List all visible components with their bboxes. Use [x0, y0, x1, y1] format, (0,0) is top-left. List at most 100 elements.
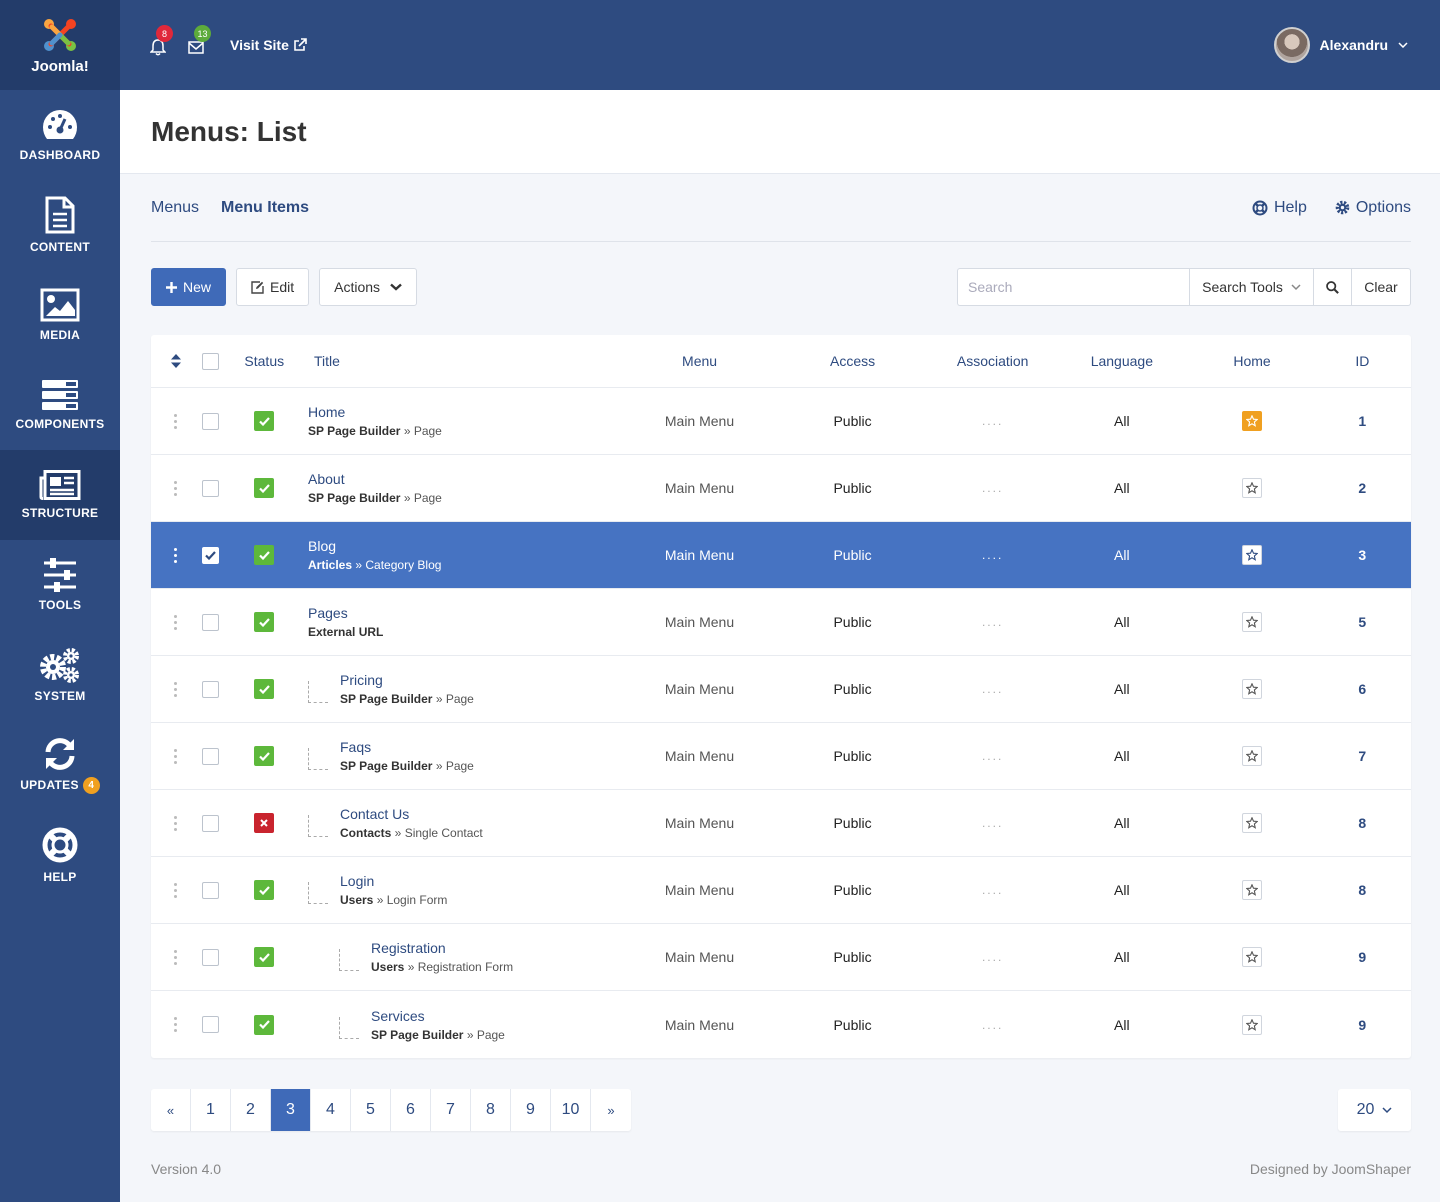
- status-toggle[interactable]: [254, 947, 275, 967]
- pagination-page[interactable]: 10: [551, 1089, 591, 1131]
- column-header-menu[interactable]: Menu: [682, 353, 718, 369]
- status-toggle[interactable]: [254, 679, 275, 699]
- row-checkbox[interactable]: [202, 412, 220, 430]
- home-toggle[interactable]: [1242, 880, 1262, 900]
- item-title-link[interactable]: Pages: [308, 605, 348, 621]
- sidebar-item-tools[interactable]: TOOLS: [0, 540, 120, 630]
- pagination-prev[interactable]: «: [151, 1089, 191, 1131]
- visit-site-link[interactable]: Visit Site: [230, 37, 307, 53]
- ordering-sort-button[interactable]: [151, 354, 201, 368]
- tab-menus[interactable]: Menus: [151, 198, 200, 216]
- home-toggle[interactable]: [1242, 612, 1262, 632]
- edit-button[interactable]: Edit: [236, 268, 310, 306]
- messages-button[interactable]: 13: [188, 25, 211, 55]
- row-checkbox[interactable]: [202, 881, 220, 899]
- table-row[interactable]: Home SP Page Builder » Page Main Menu Publi…: [151, 388, 1411, 455]
- status-toggle[interactable]: [254, 880, 275, 900]
- home-toggle[interactable]: [1242, 746, 1262, 766]
- table-row[interactable]: Blog Articles » Category Blog Main Menu Pub…: [151, 522, 1411, 589]
- row-checkbox[interactable]: [202, 814, 220, 832]
- home-toggle[interactable]: [1242, 813, 1262, 833]
- pagination-page[interactable]: 8: [471, 1089, 511, 1131]
- status-toggle[interactable]: [254, 612, 275, 632]
- table-row[interactable]: Services SP Page Builder » Page Main Menu P…: [151, 991, 1411, 1058]
- home-toggle[interactable]: [1242, 679, 1262, 699]
- sidebar-item-content[interactable]: CONTENT: [0, 180, 120, 270]
- sidebar-item-system[interactable]: SYSTEM: [0, 630, 120, 720]
- status-toggle[interactable]: [254, 1014, 275, 1035]
- drag-handle[interactable]: [151, 614, 201, 630]
- home-toggle[interactable]: [1242, 1014, 1262, 1035]
- column-header-status[interactable]: Status: [244, 353, 285, 369]
- home-toggle[interactable]: [1242, 411, 1262, 431]
- actions-dropdown[interactable]: Actions: [319, 268, 418, 306]
- row-checkbox[interactable]: [202, 747, 220, 765]
- sidebar-item-dashboard[interactable]: DASHBOARD: [0, 90, 120, 180]
- column-header-association[interactable]: Association: [956, 353, 1029, 369]
- home-toggle[interactable]: [1242, 545, 1262, 565]
- column-header-language[interactable]: Language: [1090, 353, 1153, 369]
- row-checkbox[interactable]: [202, 546, 220, 564]
- status-toggle[interactable]: [254, 545, 275, 565]
- drag-handle[interactable]: [151, 949, 201, 965]
- search-input[interactable]: [957, 268, 1189, 306]
- user-menu[interactable]: Alexandru: [1273, 27, 1408, 63]
- drag-handle[interactable]: [151, 681, 201, 697]
- status-toggle[interactable]: [254, 813, 275, 833]
- sidebar-item-help[interactable]: HELP: [0, 810, 120, 900]
- drag-handle[interactable]: [151, 480, 201, 496]
- item-title-link[interactable]: Home: [308, 404, 346, 420]
- sidebar-item-media[interactable]: MEDIA: [0, 270, 120, 360]
- table-row[interactable]: Pricing SP Page Builder » Page Main Menu Pu…: [151, 656, 1411, 723]
- clear-button[interactable]: Clear: [1352, 268, 1411, 306]
- pagination-page[interactable]: 7: [431, 1089, 471, 1131]
- table-row[interactable]: About SP Page Builder » Page Main Menu Publ…: [151, 455, 1411, 522]
- drag-handle[interactable]: [151, 547, 201, 563]
- row-checkbox[interactable]: [202, 680, 220, 698]
- sidebar-item-structure[interactable]: STRUCTURE: [0, 450, 120, 540]
- item-title-link[interactable]: Registration: [371, 940, 446, 956]
- drag-handle[interactable]: [151, 815, 201, 831]
- home-toggle[interactable]: [1242, 478, 1262, 498]
- drag-handle[interactable]: [151, 413, 201, 429]
- drag-handle[interactable]: [151, 1017, 201, 1032]
- column-header-id[interactable]: ID: [1355, 353, 1370, 369]
- item-title-link[interactable]: Login: [340, 873, 375, 889]
- search-tools-button[interactable]: Search Tools: [1189, 268, 1314, 306]
- status-toggle[interactable]: [254, 478, 275, 498]
- pagination-page[interactable]: 1: [191, 1089, 231, 1131]
- drag-handle[interactable]: [151, 882, 201, 898]
- search-button[interactable]: [1314, 268, 1352, 306]
- status-toggle[interactable]: [254, 746, 275, 766]
- column-header-access[interactable]: Access: [830, 353, 876, 369]
- pagination-page[interactable]: 5: [351, 1089, 391, 1131]
- pagination-page[interactable]: 6: [391, 1089, 431, 1131]
- drag-handle[interactable]: [151, 748, 201, 764]
- pagination-page[interactable]: 3: [271, 1089, 311, 1131]
- notifications-button[interactable]: 8: [149, 25, 173, 56]
- help-link[interactable]: Help: [1252, 199, 1307, 217]
- item-title-link[interactable]: Blog: [308, 538, 337, 554]
- table-row[interactable]: Contact Us Contacts » Single Contact Main …: [151, 790, 1411, 857]
- joomla-logo[interactable]: Joomla!: [0, 0, 120, 90]
- pagination-next[interactable]: »: [607, 1102, 615, 1118]
- table-row[interactable]: Login Users » Login Form Main Menu Public..…: [151, 857, 1411, 924]
- options-link[interactable]: Options: [1335, 199, 1411, 217]
- new-button[interactable]: New: [151, 268, 227, 306]
- select-all-checkbox[interactable]: [202, 352, 220, 370]
- pagination-page[interactable]: 4: [311, 1089, 351, 1131]
- table-row[interactable]: Faqs SP Page Builder » Page Main Menu Publi…: [151, 723, 1411, 790]
- row-checkbox[interactable]: [202, 1016, 220, 1033]
- item-title-link[interactable]: Services: [371, 1007, 425, 1024]
- item-title-link[interactable]: Faqs: [340, 739, 372, 755]
- table-row[interactable]: Registration Users » Registration Form Mai…: [151, 924, 1411, 991]
- item-title-link[interactable]: Contact Us: [340, 806, 410, 822]
- item-title-link[interactable]: Pricing: [340, 672, 383, 688]
- column-header-title[interactable]: Title: [314, 353, 340, 369]
- item-title-link[interactable]: About: [308, 471, 345, 487]
- row-checkbox[interactable]: [202, 613, 220, 631]
- sidebar-item-components[interactable]: COMPONENTS: [0, 360, 120, 450]
- table-row[interactable]: Pages External URL Main Menu Public.... All 5: [151, 589, 1411, 656]
- per-page-select[interactable]: 20: [1338, 1089, 1411, 1131]
- row-checkbox[interactable]: [202, 948, 220, 966]
